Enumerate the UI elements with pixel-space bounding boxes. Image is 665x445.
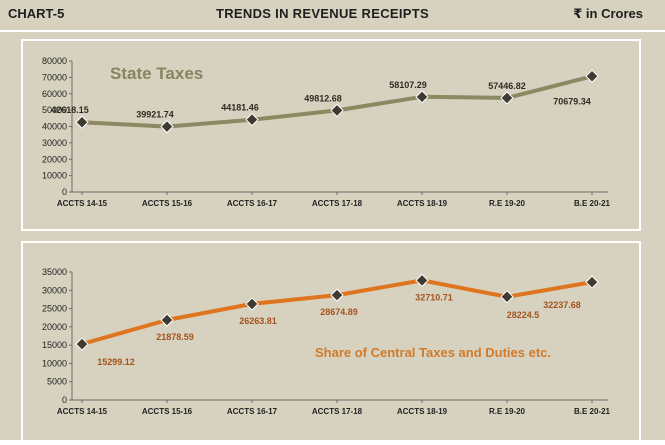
- x-tick-label: ACCTS 15-16: [142, 407, 193, 416]
- chart-number-label: CHART-5: [8, 6, 65, 21]
- y-tick-label: 25000: [42, 304, 67, 314]
- data-point: [160, 119, 174, 134]
- data-label: 49812.68: [304, 93, 342, 103]
- y-tick-label: 10000: [42, 358, 67, 368]
- x-tick-label: ACCTS 16-17: [227, 199, 278, 208]
- y-tick-label: 0: [62, 395, 67, 405]
- data-point: [330, 288, 344, 302]
- series-title: Share of Central Taxes and Duties etc.: [315, 345, 551, 360]
- data-label: 26263.81: [239, 316, 277, 326]
- data-label: 42618.15: [51, 105, 89, 115]
- y-tick-label: 70000: [42, 72, 67, 82]
- data-point: [585, 69, 599, 83]
- data-point: [160, 313, 174, 327]
- data-point: [500, 290, 514, 304]
- x-tick-label: ACCTS 16-17: [227, 407, 278, 416]
- data-point: [75, 337, 89, 351]
- x-tick-label: R.E 19-20: [489, 199, 526, 208]
- y-tick-label: 0: [62, 187, 67, 197]
- central-taxes-chart: 0 5000 10000 15000 20000 25000 30000 35000 ACCTS…: [21, 241, 641, 443]
- x-tick-label: B.E 20-21: [574, 199, 611, 208]
- page-title: TRENDS IN REVENUE RECEIPTS: [216, 6, 429, 21]
- data-label: 70679.34: [553, 96, 591, 106]
- x-tick-label: ACCTS 15-16: [142, 199, 193, 208]
- data-label: 32237.68: [543, 300, 581, 310]
- data-point: [330, 103, 344, 118]
- x-tick-label: R.E 19-20: [489, 407, 526, 416]
- x-tick-label: B.E 20-21: [574, 407, 611, 416]
- x-tick-label: ACCTS 17-18: [312, 407, 363, 416]
- data-point: [245, 297, 259, 311]
- y-tick-label: 20000: [42, 154, 67, 164]
- data-label: 58107.29: [389, 80, 427, 90]
- data-label: 28224.5: [507, 310, 540, 320]
- y-tick-label: 40000: [42, 122, 67, 132]
- y-tick-label: 80000: [42, 56, 67, 66]
- chart-panel: [21, 39, 641, 231]
- data-label: 15299.12: [97, 357, 135, 367]
- y-tick-label: 30000: [42, 138, 67, 148]
- y-tick-label: 35000: [42, 267, 67, 277]
- data-label: 21878.59: [156, 332, 194, 342]
- x-tick-label: ACCTS 17-18: [312, 199, 363, 208]
- data-label: 39921.74: [136, 110, 174, 120]
- data-point: [500, 91, 514, 105]
- x-tick-label: ACCTS 14-15: [57, 407, 108, 416]
- x-tick-label: ACCTS 14-15: [57, 199, 108, 208]
- x-tick-label: ACCTS 18-19: [397, 199, 448, 208]
- chart-panel: [21, 241, 641, 443]
- y-tick-label: 20000: [42, 322, 67, 332]
- data-point: [415, 90, 429, 104]
- y-tick-label: 30000: [42, 285, 67, 295]
- header-bar: CHART-5 TRENDS IN REVENUE RECEIPTS ₹ in …: [0, 0, 665, 32]
- y-tick-label: 5000: [47, 377, 67, 387]
- data-label: 57446.82: [488, 81, 526, 91]
- y-tick-label: 15000: [42, 340, 67, 350]
- x-tick-label: ACCTS 18-19: [397, 407, 448, 416]
- data-point: [585, 275, 599, 289]
- data-point: [415, 273, 429, 288]
- y-tick-label: 10000: [42, 171, 67, 181]
- state-taxes-chart: 0 10000 20000 30000 40000 50000 60000 70000 8000…: [21, 39, 641, 231]
- y-tick-label: 60000: [42, 89, 67, 99]
- data-label: 44181.46: [221, 103, 259, 113]
- y-tick-label: 50000: [42, 105, 67, 115]
- data-point: [245, 112, 259, 127]
- data-label: 28674.89: [320, 307, 358, 317]
- series-title: State Taxes: [110, 64, 203, 83]
- data-label: 32710.71: [415, 292, 453, 302]
- data-point: [75, 115, 89, 129]
- unit-label: ₹ in Crores: [573, 6, 643, 21]
